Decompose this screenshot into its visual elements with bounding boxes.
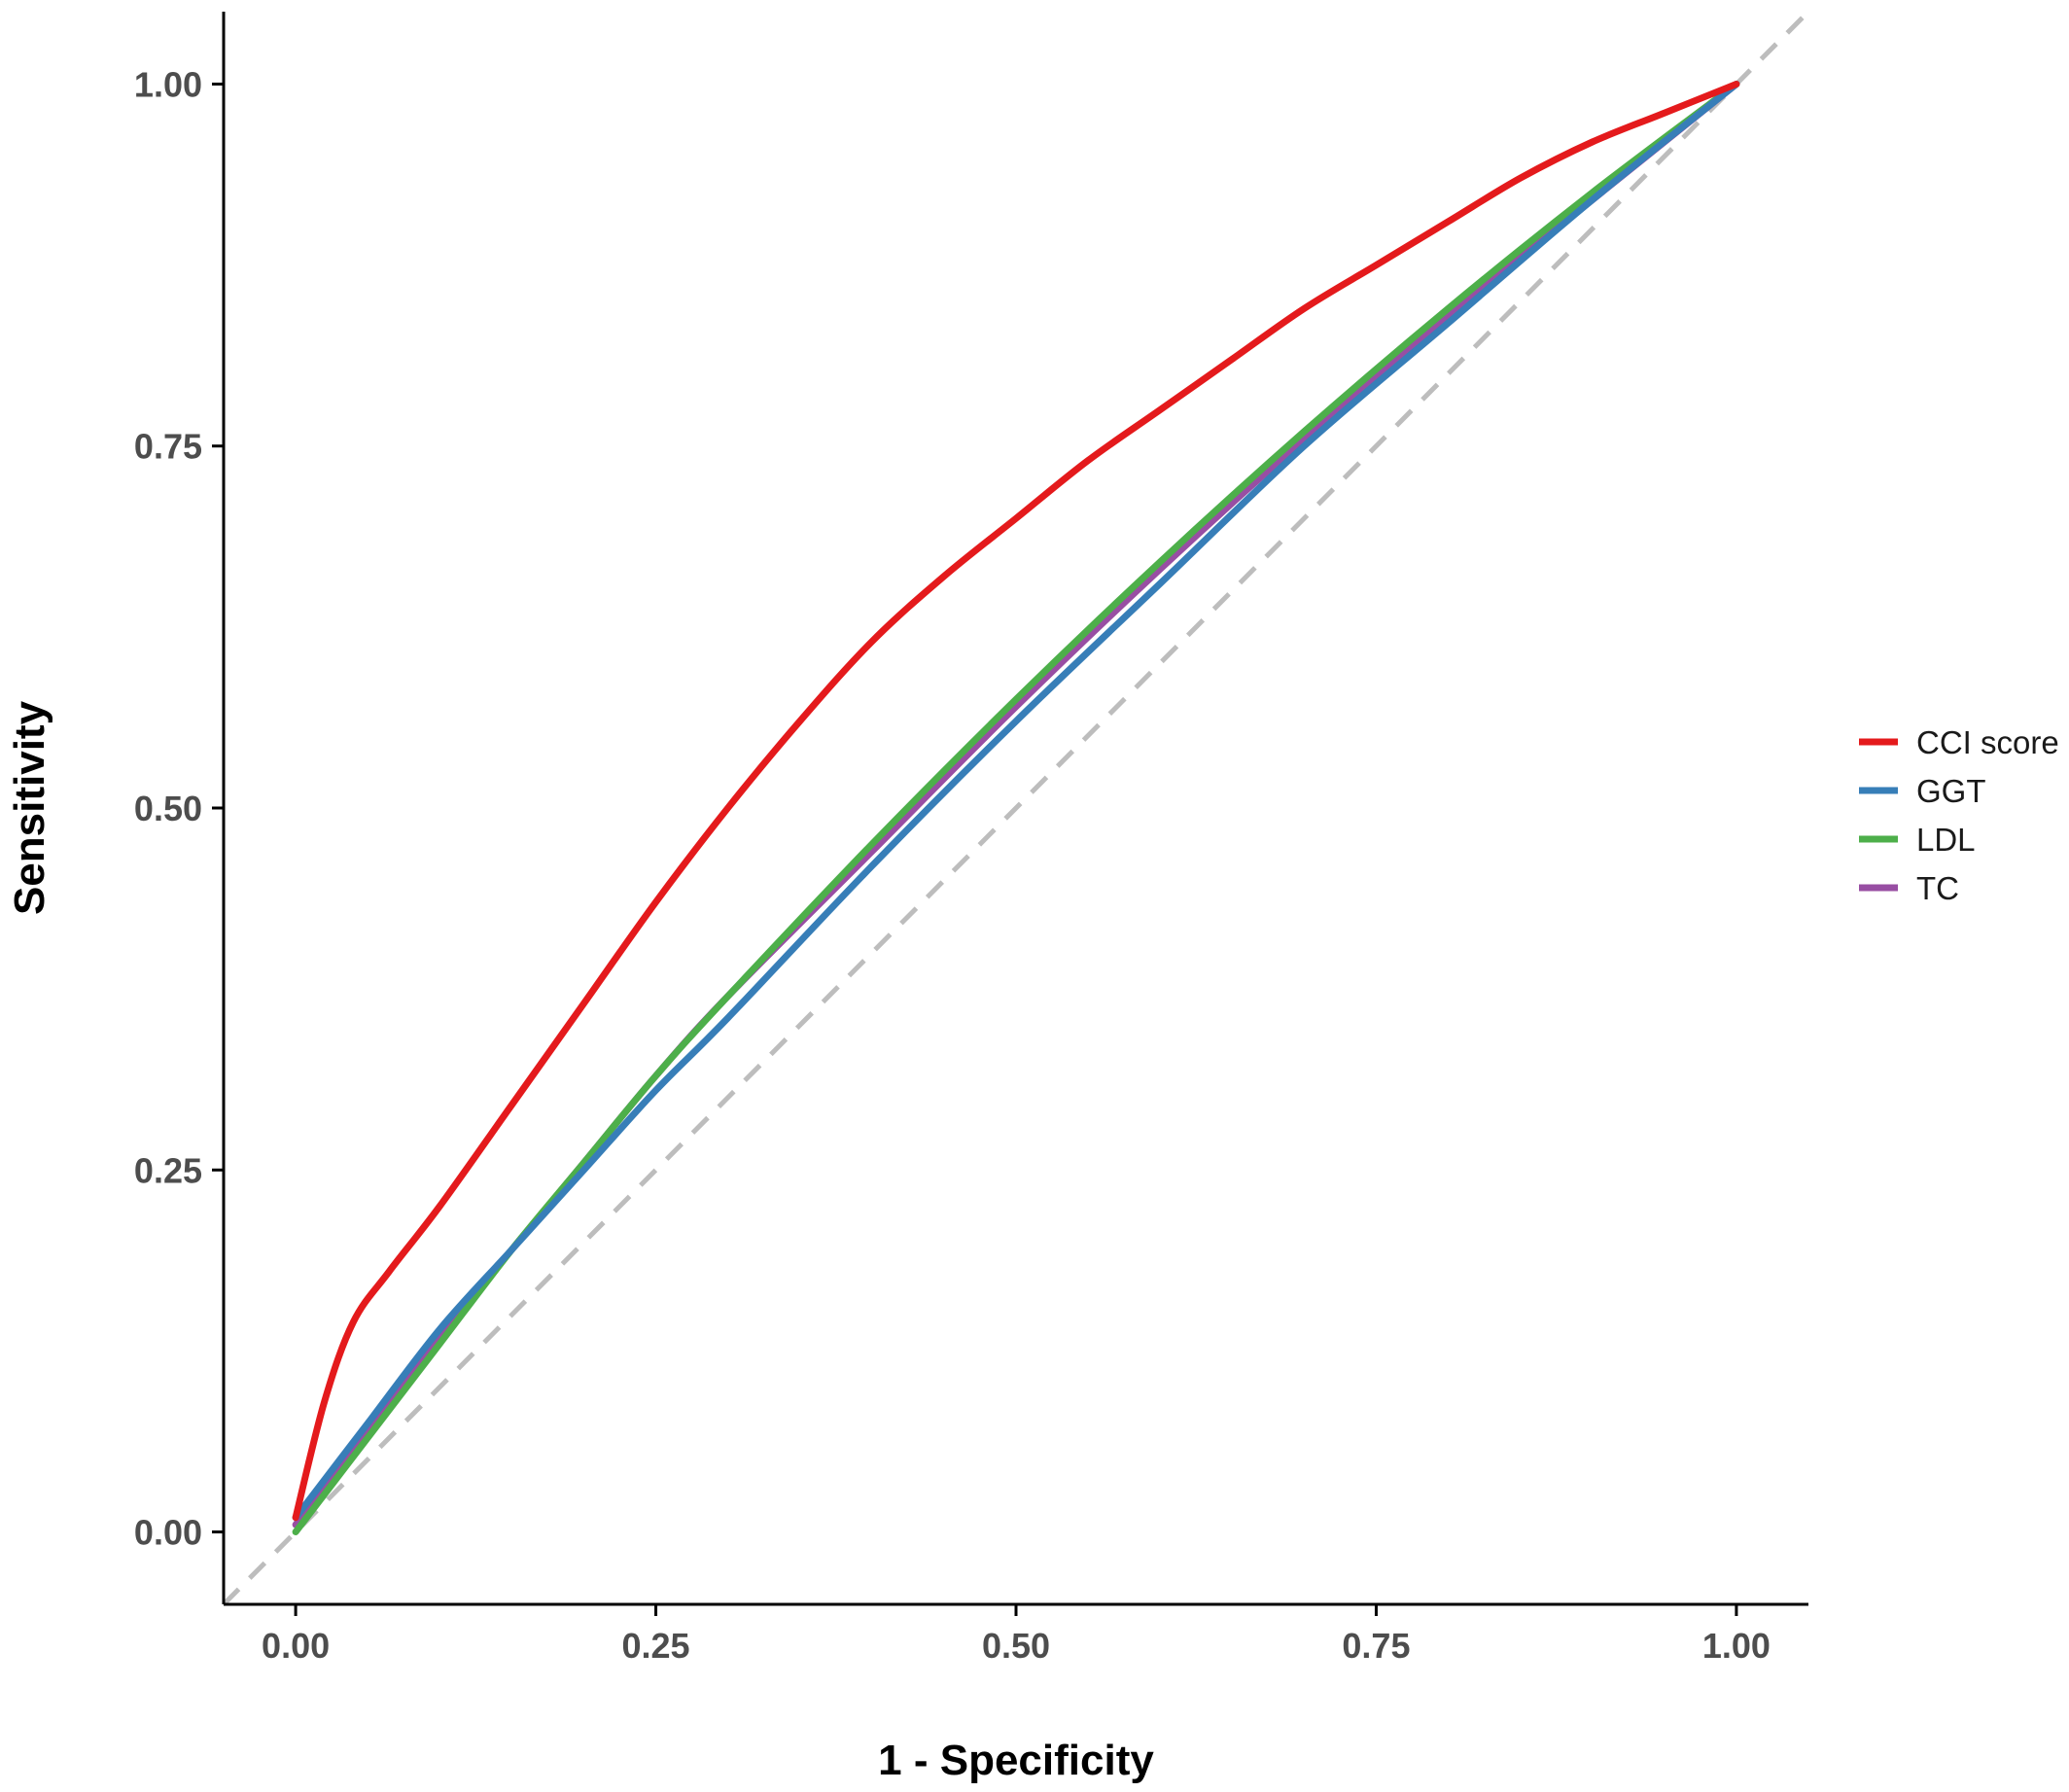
- reference-diagonal-line: [222, 10, 1810, 1606]
- x-tick-label: 0.75: [1342, 1626, 1410, 1666]
- x-axis-title: 1 - Specificity: [878, 1737, 1154, 1784]
- ticks-layer: 0.00 0.25 0.50 0.75 1.00 0.00 0.25 0.50 0.75 1.00: [134, 64, 1771, 1666]
- legend-label: CCI score: [1916, 724, 2059, 760]
- x-tick-label: 0.00: [262, 1626, 330, 1666]
- reference-diagonal-layer: [222, 10, 1810, 1606]
- series-line-cci-score: [292, 81, 1740, 1522]
- y-tick-label: 0.50: [134, 789, 202, 828]
- y-tick-label: 1.00: [134, 64, 202, 104]
- legend-label: TC: [1916, 870, 1959, 906]
- legend: CCI score GGT LDL TC: [1859, 724, 2059, 906]
- y-tick-label: 0.75: [134, 427, 202, 467]
- x-tick-label: 1.00: [1702, 1626, 1771, 1666]
- y-tick-label: 0.00: [134, 1513, 202, 1553]
- series-line-tc: [292, 81, 1740, 1528]
- legend-label: LDL: [1916, 822, 1976, 858]
- series-line-ldl: [292, 81, 1740, 1535]
- y-axis-title: Sensitivity: [6, 700, 53, 915]
- y-tick-label: 0.25: [134, 1150, 202, 1190]
- series-layer: [292, 81, 1740, 1535]
- legend-label: GGT: [1916, 773, 1986, 809]
- x-tick-label: 0.25: [622, 1626, 690, 1666]
- series-line-ggt: [292, 81, 1740, 1522]
- x-tick-label: 0.50: [982, 1626, 1050, 1666]
